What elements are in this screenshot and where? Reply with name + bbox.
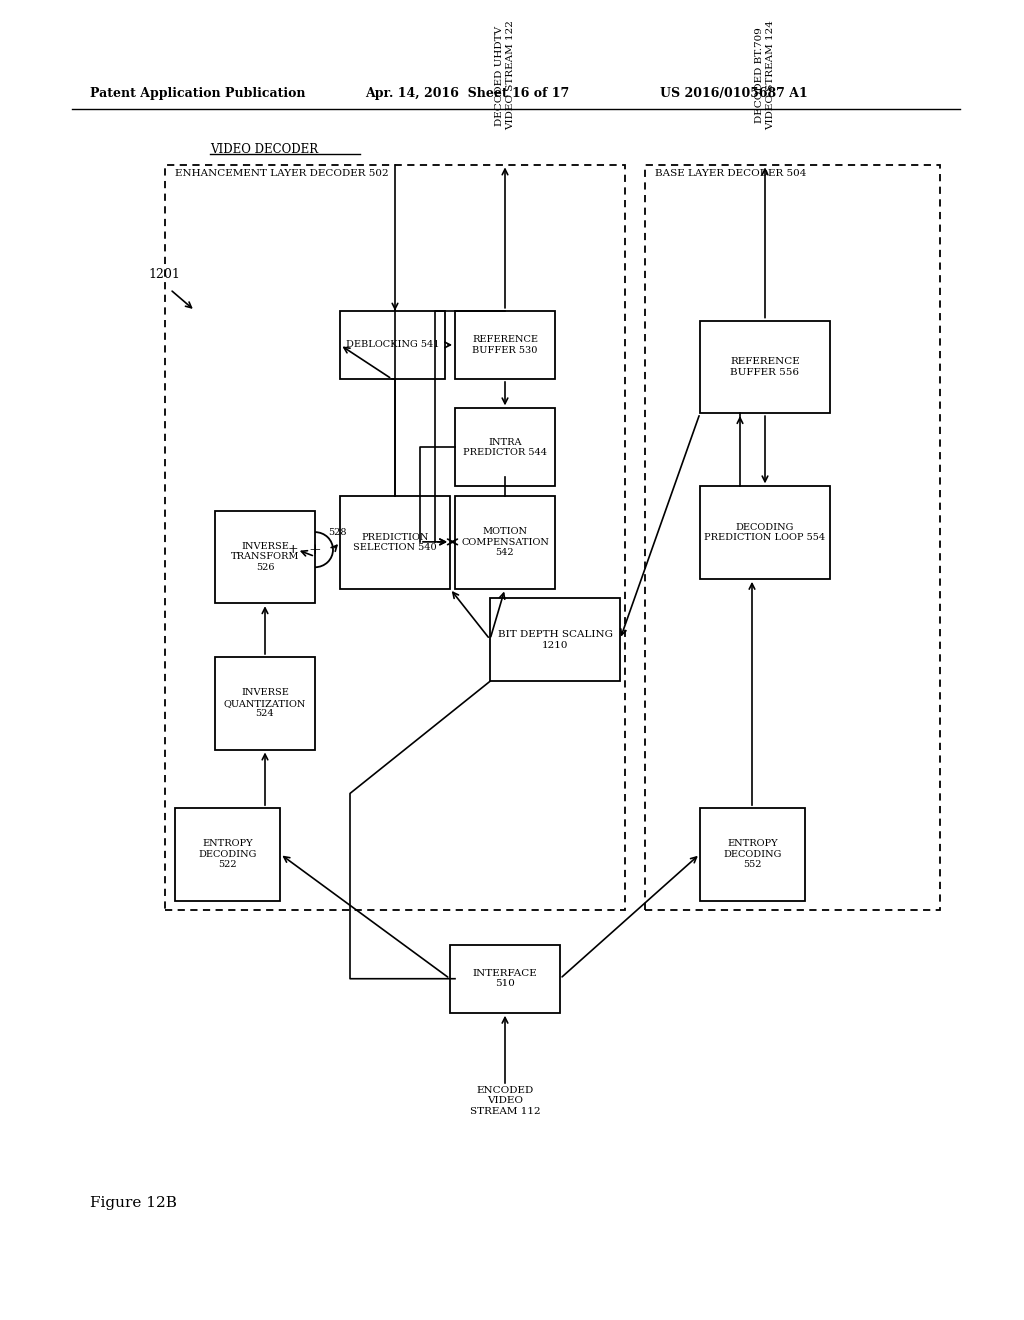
Text: ENHANCEMENT LAYER DECODER 502: ENHANCEMENT LAYER DECODER 502 [175, 169, 389, 178]
Text: +: + [308, 543, 322, 557]
Text: ENTROPY
DECODING
552: ENTROPY DECODING 552 [723, 840, 781, 870]
Bar [455, 408, 555, 486]
Bar [455, 496, 555, 589]
Bar [215, 657, 315, 750]
Bar [645, 165, 940, 911]
Text: DECODED BT.709
VIDEO STREAM 124: DECODED BT.709 VIDEO STREAM 124 [756, 21, 775, 131]
Text: BASE LAYER DECODER 504: BASE LAYER DECODER 504 [655, 169, 806, 178]
Text: MOTION
COMPENSATION
542: MOTION COMPENSATION 542 [461, 528, 549, 557]
Text: INVERSE
TRANSFORM
526: INVERSE TRANSFORM 526 [230, 543, 299, 572]
Bar [700, 486, 830, 579]
Text: VIDEO DECODER: VIDEO DECODER [210, 144, 318, 156]
Text: Patent Application Publication: Patent Application Publication [90, 87, 305, 100]
Text: US 2016/0105687 A1: US 2016/0105687 A1 [660, 87, 808, 100]
Bar [175, 808, 280, 900]
Text: REFERENCE
BUFFER 530: REFERENCE BUFFER 530 [472, 335, 538, 355]
Text: INVERSE
QUANTIZATION
524: INVERSE QUANTIZATION 524 [224, 688, 306, 718]
Bar [215, 511, 315, 603]
Text: BIT DEPTH SCALING
1210: BIT DEPTH SCALING 1210 [498, 630, 612, 649]
Text: Figure 12B: Figure 12B [90, 1196, 177, 1210]
Bar [455, 310, 555, 379]
Text: ENCODED
VIDEO
STREAM 112: ENCODED VIDEO STREAM 112 [470, 1086, 541, 1115]
Text: DEBLOCKING 541: DEBLOCKING 541 [346, 341, 439, 350]
Text: 528: 528 [328, 528, 346, 537]
Bar [490, 598, 620, 681]
Text: ENTROPY
DECODING
522: ENTROPY DECODING 522 [199, 840, 257, 870]
Bar [340, 496, 450, 589]
Bar [165, 165, 625, 911]
Text: INTERFACE
510: INTERFACE 510 [473, 969, 538, 989]
Text: +: + [288, 543, 298, 556]
Text: DECODING
PREDICTION LOOP 554: DECODING PREDICTION LOOP 554 [705, 523, 825, 543]
Bar [450, 945, 560, 1012]
Bar [700, 321, 830, 413]
Text: 1201: 1201 [148, 268, 180, 281]
Text: REFERENCE
BUFFER 556: REFERENCE BUFFER 556 [730, 358, 800, 376]
Text: Apr. 14, 2016  Sheet 16 of 17: Apr. 14, 2016 Sheet 16 of 17 [365, 87, 569, 100]
Bar [700, 808, 805, 900]
Text: INTRA
PREDICTOR 544: INTRA PREDICTOR 544 [463, 438, 547, 457]
Text: PREDICTION
SELECTION 540: PREDICTION SELECTION 540 [353, 533, 437, 552]
Text: DECODED UHDTV
VIDEO STREAM 122: DECODED UHDTV VIDEO STREAM 122 [496, 21, 515, 131]
Bar [340, 310, 445, 379]
